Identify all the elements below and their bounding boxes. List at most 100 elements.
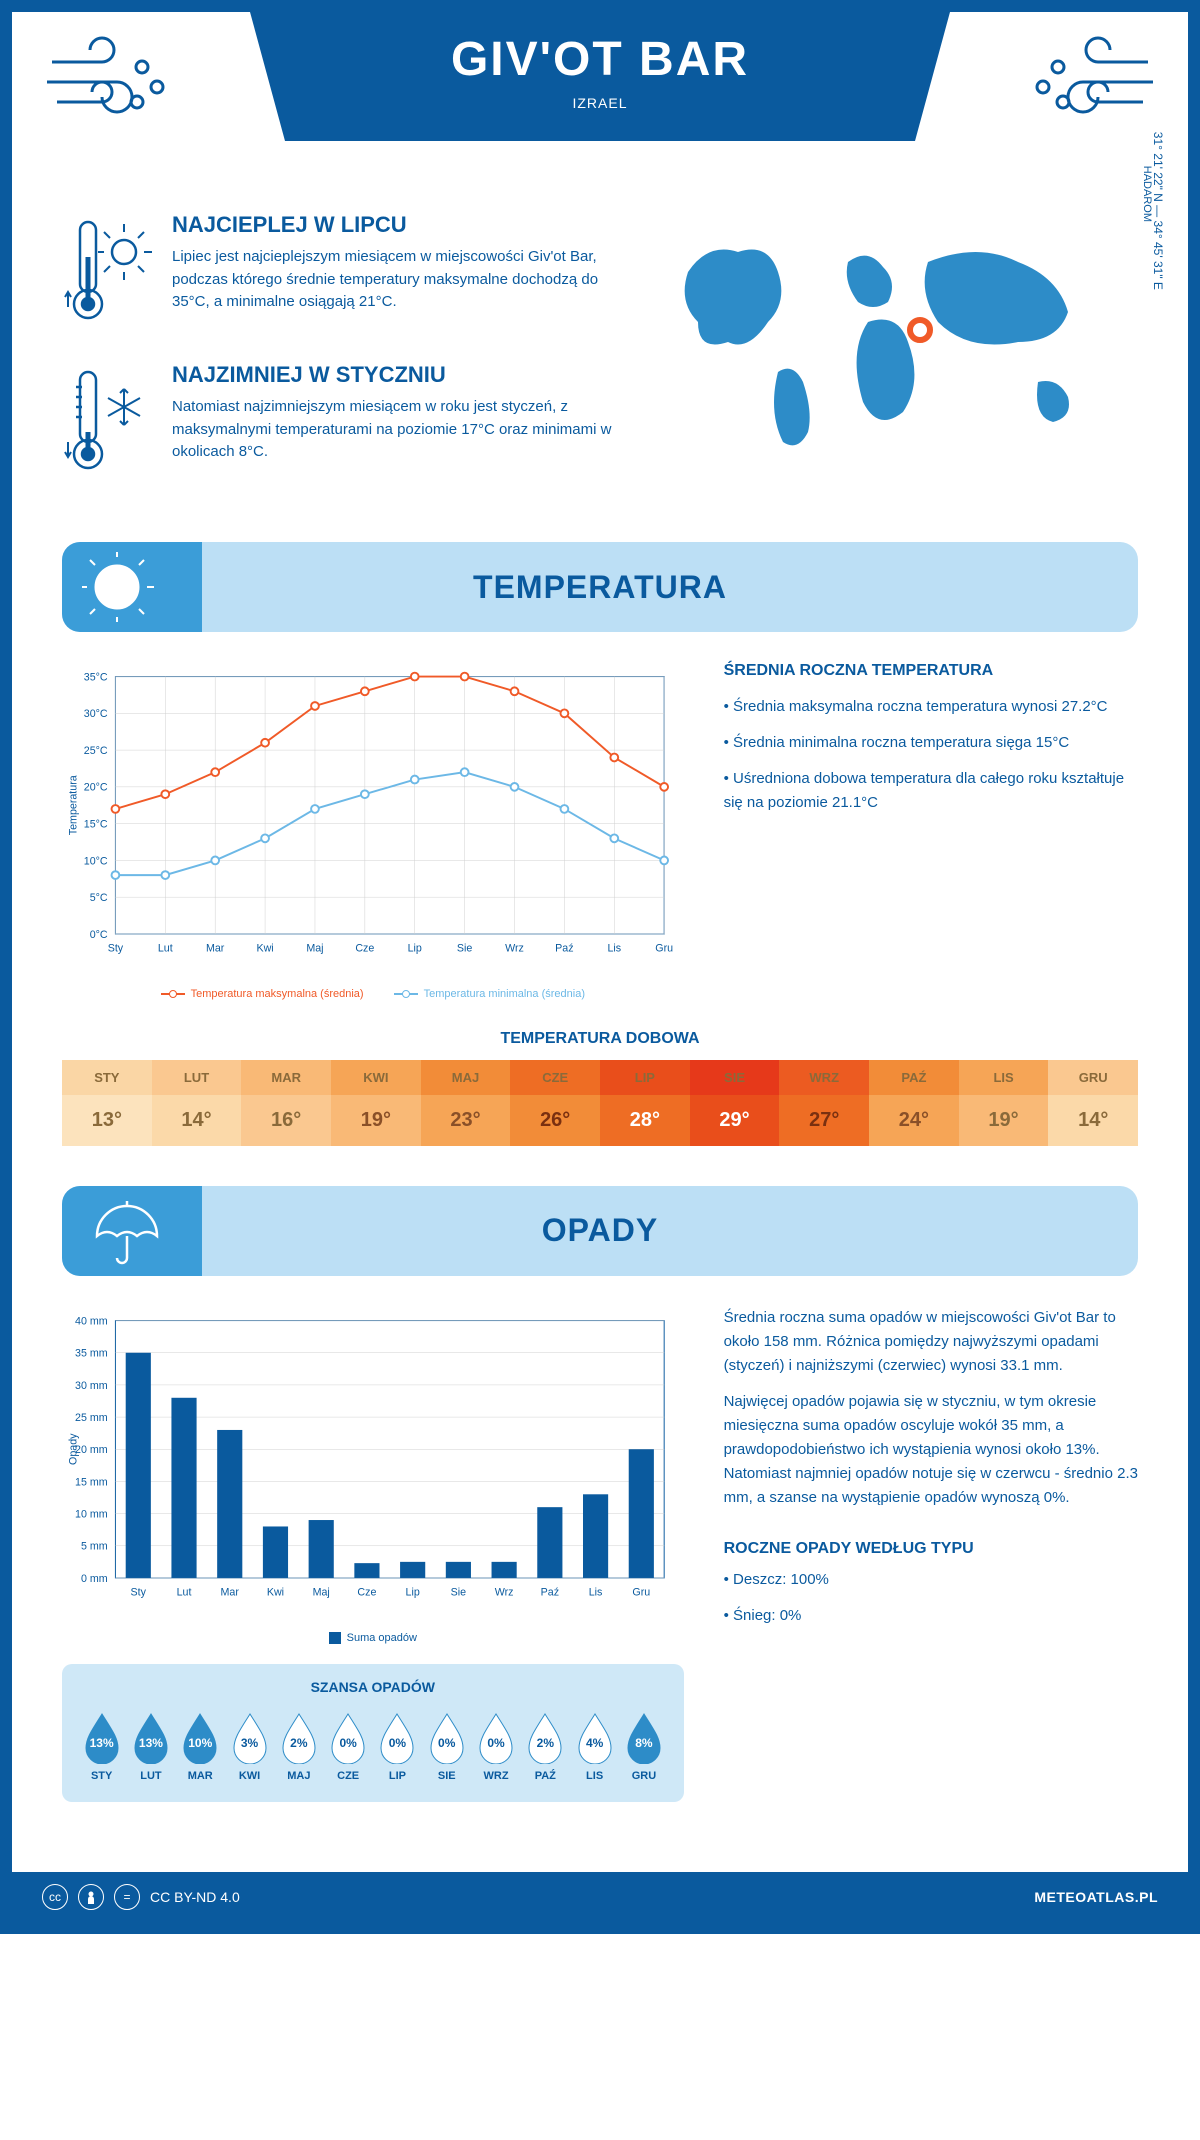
- temp-bullet: • Średnia minimalna roczna temperatura s…: [724, 731, 1138, 755]
- svg-text:Cze: Cze: [355, 942, 374, 954]
- svg-text:Sie: Sie: [451, 1586, 466, 1598]
- daily-month-label: MAR: [241, 1060, 331, 1095]
- raindrop-icon: 13%: [129, 1710, 173, 1764]
- chance-month: CZE: [323, 1770, 372, 1782]
- daily-temp-cell: MAR16°: [241, 1060, 331, 1146]
- content: NAJCIEPLEJ W LIPCU Lipiec jest najcieple…: [12, 192, 1188, 1872]
- world-map: HADAROM 31° 21' 22" N — 34° 45' 31" E: [658, 212, 1138, 512]
- footer-site: METEOATLAS.PL: [1034, 1889, 1158, 1905]
- svg-text:20°C: 20°C: [84, 782, 108, 794]
- chance-month: WRZ: [471, 1770, 520, 1782]
- daily-month-label: PAŹ: [869, 1060, 959, 1095]
- daily-temp-cell: KWI19°: [331, 1060, 421, 1146]
- sun-icon: [82, 552, 162, 622]
- daily-temp-title: TEMPERATURA DOBOWA: [62, 1030, 1138, 1048]
- daily-temp-value: 14°: [152, 1095, 242, 1146]
- chance-cell: 10% MAR: [176, 1710, 225, 1782]
- chance-value: 2%: [290, 1736, 307, 1750]
- license-text: CC BY-ND 4.0: [150, 1889, 240, 1905]
- chance-cell: 13% STY: [77, 1710, 126, 1782]
- daily-temp-value: 27°: [779, 1095, 869, 1146]
- chance-cell: 0% WRZ: [471, 1710, 520, 1782]
- chance-cell: 13% LUT: [126, 1710, 175, 1782]
- chance-cell: 0% LIP: [373, 1710, 422, 1782]
- legend-max: Temperatura maksymalna (średnia): [191, 988, 364, 1000]
- rainfall-section: OPADY 0 mm5 mm10 mm15 mm20 mm25 mm30 mm3…: [62, 1186, 1138, 1802]
- daily-month-label: LIP: [600, 1060, 690, 1095]
- warmest-title: NAJCIEPLEJ W LIPCU: [172, 212, 618, 238]
- svg-text:0 mm: 0 mm: [81, 1573, 108, 1585]
- chance-month: STY: [77, 1770, 126, 1782]
- chance-month: MAJ: [274, 1770, 323, 1782]
- svg-text:10°C: 10°C: [84, 855, 108, 867]
- svg-text:Sty: Sty: [108, 942, 124, 954]
- daily-month-label: STY: [62, 1060, 152, 1095]
- daily-temp-cell: CZE26°: [510, 1060, 600, 1146]
- svg-text:Temperatura: Temperatura: [68, 775, 80, 835]
- daily-month-label: CZE: [510, 1060, 600, 1095]
- intro-row: NAJCIEPLEJ W LIPCU Lipiec jest najcieple…: [62, 212, 1138, 512]
- svg-text:Sty: Sty: [131, 1586, 147, 1598]
- rain-type-bullet: • Deszcz: 100%: [724, 1568, 1138, 1592]
- temp-bullet: • Uśredniona dobowa temperatura dla całe…: [724, 767, 1138, 815]
- svg-text:Paź: Paź: [555, 942, 573, 954]
- svg-text:Opady: Opady: [68, 1433, 80, 1465]
- chance-cell: 0% CZE: [323, 1710, 372, 1782]
- chance-value: 8%: [635, 1736, 652, 1750]
- rain-legend: Suma opadów: [62, 1632, 684, 1644]
- chance-cell: 8% GRU: [619, 1710, 668, 1782]
- svg-text:25 mm: 25 mm: [75, 1412, 108, 1424]
- svg-text:5 mm: 5 mm: [81, 1540, 108, 1552]
- rain-p1: Średnia roczna suma opadów w miejscowośc…: [724, 1306, 1138, 1378]
- svg-text:Lis: Lis: [607, 942, 621, 954]
- svg-text:10 mm: 10 mm: [75, 1508, 108, 1520]
- svg-text:20 mm: 20 mm: [75, 1444, 108, 1456]
- chance-value: 0%: [339, 1736, 356, 1750]
- raindrop-icon: 3%: [228, 1710, 272, 1764]
- raindrop-icon: 0%: [474, 1710, 518, 1764]
- rainfall-bar-chart: 0 mm5 mm10 mm15 mm20 mm25 mm30 mm35 mm40…: [62, 1306, 684, 1802]
- raindrop-icon: 8%: [622, 1710, 666, 1764]
- raindrop-icon: 13%: [80, 1710, 124, 1764]
- rain-p2: Najwięcej opadów pojawia się w styczniu,…: [724, 1390, 1138, 1510]
- daily-temp-cell: SIE29°: [690, 1060, 780, 1146]
- daily-temp-value: 26°: [510, 1095, 600, 1146]
- raindrop-icon: 2%: [523, 1710, 567, 1764]
- daily-temp-value: 23°: [421, 1095, 511, 1146]
- svg-text:Kwi: Kwi: [256, 942, 273, 954]
- svg-text:Mar: Mar: [221, 1586, 240, 1598]
- daily-temp-cell: LIS19°: [959, 1060, 1049, 1146]
- chance-month: SIE: [422, 1770, 471, 1782]
- umbrella-icon: [82, 1196, 162, 1266]
- daily-temp-table: STY13°LUT14°MAR16°KWI19°MAJ23°CZE26°LIP2…: [62, 1060, 1138, 1146]
- daily-month-label: WRZ: [779, 1060, 869, 1095]
- daily-temp-cell: LIP28°: [600, 1060, 690, 1146]
- chance-cell: 4% LIS: [570, 1710, 619, 1782]
- daily-month-label: LUT: [152, 1060, 242, 1095]
- daily-temp-cell: MAJ23°: [421, 1060, 511, 1146]
- warmest-text: NAJCIEPLEJ W LIPCU Lipiec jest najcieple…: [172, 212, 618, 332]
- temp-annual-summary: ŚREDNIA ROCZNA TEMPERATURA • Średnia mak…: [724, 662, 1138, 1000]
- chance-value: 4%: [586, 1736, 603, 1750]
- chance-month: PAŹ: [521, 1770, 570, 1782]
- svg-text:15°C: 15°C: [84, 819, 108, 831]
- daily-temp-cell: GRU14°: [1048, 1060, 1138, 1146]
- daily-temp-value: 28°: [600, 1095, 690, 1146]
- rain-type-bullet: • Śnieg: 0%: [724, 1604, 1138, 1628]
- svg-text:Maj: Maj: [313, 1586, 330, 1598]
- country-label: IZRAEL: [290, 95, 910, 111]
- coldest-text: NAJZIMNIEJ W STYCZNIU Natomiast najzimni…: [172, 362, 618, 482]
- chance-value: 0%: [438, 1736, 455, 1750]
- svg-text:Kwi: Kwi: [267, 1586, 284, 1598]
- temp-bullet: • Średnia maksymalna roczna temperatura …: [724, 695, 1138, 719]
- footer: cc = CC BY-ND 4.0 METEOATLAS.PL: [12, 1872, 1188, 1922]
- daily-month-label: LIS: [959, 1060, 1049, 1095]
- svg-text:Lip: Lip: [408, 942, 422, 954]
- svg-text:Wrz: Wrz: [495, 1586, 514, 1598]
- svg-text:Gru: Gru: [655, 942, 673, 954]
- coldest-title: NAJZIMNIEJ W STYCZNIU: [172, 362, 618, 388]
- rain-legend-label: Suma opadów: [347, 1632, 417, 1644]
- svg-text:Mar: Mar: [206, 942, 225, 954]
- chance-value: 13%: [90, 1736, 114, 1750]
- chance-month: KWI: [225, 1770, 274, 1782]
